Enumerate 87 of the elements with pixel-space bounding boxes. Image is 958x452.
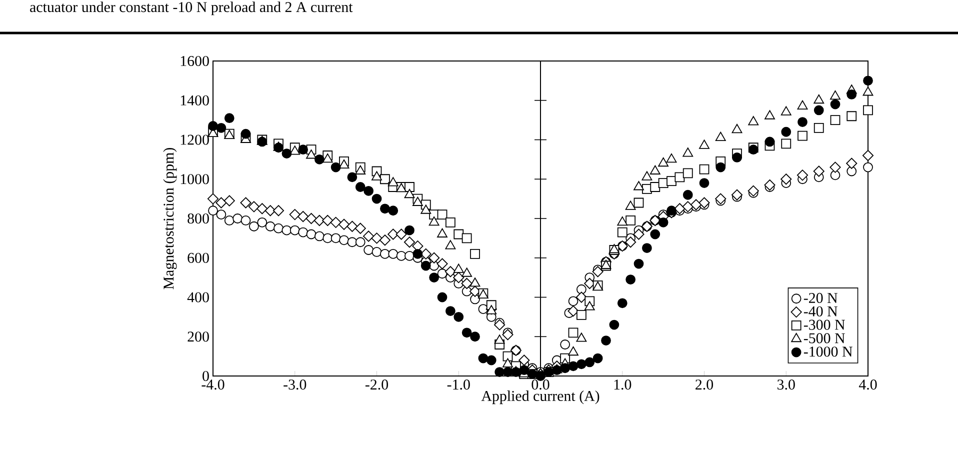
point [846,111,857,122]
point [780,106,792,116]
point [666,176,676,186]
legend-label: -500 N [804,333,845,344]
x-tick-label: 0.0 [532,380,550,390]
point [306,150,316,159]
legend-label: -20 N [804,292,838,303]
point [437,228,448,238]
point [404,182,414,192]
point [404,188,415,198]
point [568,328,578,338]
point [625,200,636,210]
point [576,310,586,320]
point [470,248,480,259]
point [437,210,448,220]
point [732,124,742,134]
point [420,204,432,214]
y-axis-title: Magnetostriction (ppm) [163,148,177,290]
point [814,122,824,133]
y-tick-label: 1200 [180,134,209,145]
point [863,105,873,116]
point [682,148,694,157]
point [715,132,726,141]
point [642,171,652,180]
point [699,164,710,174]
point [388,177,398,186]
point [699,140,710,149]
x-axis-title: Applied current (A) [481,390,600,404]
text: actuator under constant -10 N preload and 2 A current [30,2,353,16]
x-tick-label: -1.0 [447,380,470,390]
legend-label: -40 N [804,306,838,316]
point [634,181,644,190]
y-tick-label: 0 [202,370,209,382]
point [764,110,775,120]
point [470,278,480,287]
point [748,116,759,126]
point [428,216,440,226]
point [338,159,350,169]
point [445,217,456,228]
point [412,196,423,206]
y-tick-label: 1600 [180,56,209,66]
y-tick-label: 1400 [180,95,209,106]
x-tick-label: 1.0 [614,380,632,390]
x-tick-label: 2.0 [696,380,714,390]
point [355,165,366,174]
point [617,227,628,238]
point [830,90,840,100]
point [682,168,693,178]
point [453,264,464,273]
point [862,86,874,96]
point [380,174,390,184]
point [617,216,628,226]
point [462,268,472,277]
point [674,172,685,182]
point [494,334,505,344]
point [576,332,587,342]
point [666,153,677,163]
point [462,233,472,244]
y-tick-label: 200 [188,332,209,342]
point [502,358,513,368]
point [830,115,840,126]
point [814,94,824,104]
y-tick-label: 1000 [180,174,209,184]
y-tick-label: 600 [188,252,209,263]
legend-label: -300 N [804,320,845,330]
point [650,165,660,174]
point [781,138,792,149]
point [798,130,808,141]
point [568,346,578,356]
point [626,216,636,226]
point [372,171,382,180]
x-tick-label: -2.0 [365,380,388,390]
point [584,301,595,310]
point [650,182,660,192]
y-tick-label: 400 [187,292,209,302]
point [290,146,300,155]
point [634,198,644,208]
x-tick-label: 4.0 [858,380,877,390]
x-tick-label: -3.0 [284,380,306,390]
point [797,100,808,110]
y-tick-label: 800 [188,213,209,224]
x-tick-label: 3.0 [778,380,795,390]
point [658,157,669,167]
point [445,240,456,250]
point [322,153,333,163]
legend-label: -1000 N [804,346,852,357]
x-tick-label: -4.0 [202,380,224,390]
